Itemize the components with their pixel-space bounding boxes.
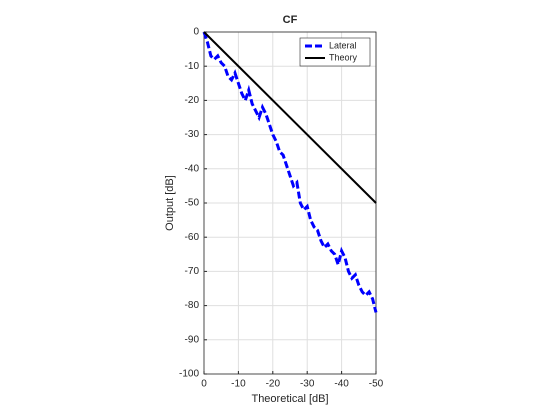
x-axis-label: Theoretical [dB] bbox=[251, 393, 328, 405]
legend-box bbox=[299, 37, 371, 67]
chart-title: CF bbox=[283, 14, 298, 26]
y-tick-label: -30 bbox=[185, 129, 200, 140]
legend-label: Lateral bbox=[329, 40, 357, 50]
x-tick-label: -20 bbox=[266, 379, 281, 390]
y-axis-label: Output [dB] bbox=[164, 175, 176, 231]
y-tick-label: -80 bbox=[185, 300, 200, 311]
x-tick-label: -30 bbox=[300, 379, 315, 390]
y-tick-label: -10 bbox=[185, 61, 200, 72]
y-tick-label: -20 bbox=[185, 95, 200, 106]
series-line bbox=[203, 31, 377, 204]
y-tick-label: 0 bbox=[193, 27, 199, 38]
y-tick-label: -100 bbox=[179, 369, 199, 380]
x-tick-label: -50 bbox=[369, 379, 384, 390]
x-tick-label: -10 bbox=[231, 379, 246, 390]
series-line bbox=[202, 31, 378, 313]
x-tick-label: 0 bbox=[201, 379, 207, 390]
legend-label: Theory bbox=[329, 52, 358, 62]
y-tick-label: -60 bbox=[185, 232, 200, 243]
y-tick-label: -90 bbox=[185, 334, 200, 345]
x-tick-label: -40 bbox=[334, 379, 349, 390]
y-tick-label: -40 bbox=[185, 163, 200, 174]
y-tick-label: -70 bbox=[185, 266, 200, 277]
y-tick-label: -50 bbox=[185, 198, 200, 209]
